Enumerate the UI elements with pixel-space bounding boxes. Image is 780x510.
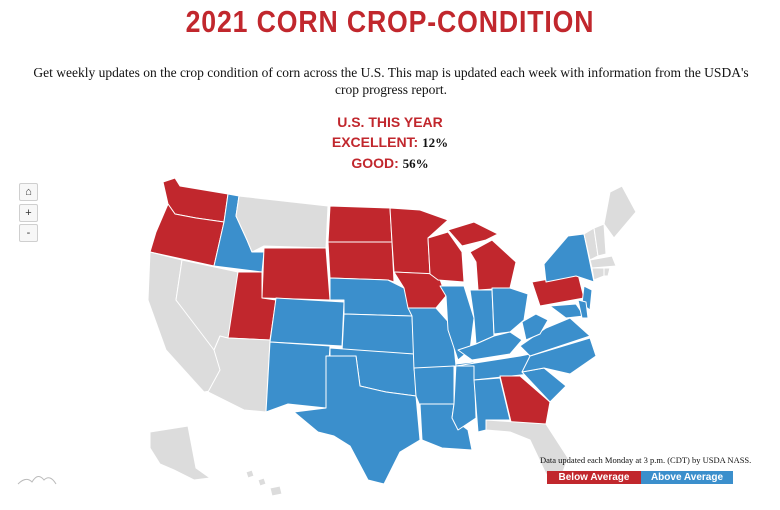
state-de[interactable]	[577, 299, 589, 319]
state-oh[interactable]	[491, 287, 529, 335]
good-label: GOOD:	[351, 155, 399, 171]
excellent-row: EXCELLENT: 12%	[0, 132, 780, 153]
page-title: 2021 CORN CROP-CONDITION	[185, 4, 595, 39]
state-hi[interactable]	[245, 469, 283, 497]
update-note: Data updated each Monday at 3 p.m. (CDT)…	[540, 455, 752, 465]
state-nc[interactable]	[521, 337, 597, 375]
state-ky[interactable]	[457, 331, 523, 361]
state-az[interactable]	[207, 335, 271, 413]
state-ny[interactable]	[543, 233, 595, 283]
state-nd[interactable]	[327, 205, 393, 243]
state-ma[interactable]	[589, 255, 617, 269]
state-sd[interactable]	[327, 241, 395, 283]
state-shapes	[147, 177, 637, 497]
summary-heading: U.S. THIS YEAR	[337, 114, 443, 130]
state-il[interactable]	[439, 285, 475, 361]
state-wi[interactable]	[427, 231, 465, 283]
good-row: GOOD: 56%	[0, 153, 780, 174]
state-in[interactable]	[469, 289, 495, 345]
state-mt[interactable]	[235, 195, 329, 253]
state-ar[interactable]	[413, 365, 455, 407]
legend-below-average: Below Average	[547, 471, 641, 484]
good-value: 56%	[402, 156, 429, 171]
state-co[interactable]	[269, 297, 345, 347]
zoom-in-button[interactable]: +	[19, 204, 38, 222]
state-wv[interactable]	[521, 313, 549, 341]
state-tx[interactable]	[293, 355, 421, 485]
legend-above-average: Above Average	[641, 471, 733, 484]
state-wy[interactable]	[261, 247, 331, 301]
state-ak[interactable]	[149, 425, 211, 481]
state-ga[interactable]	[499, 375, 551, 427]
excellent-value: 12%	[422, 135, 449, 150]
home-button[interactable]: ⌂	[19, 183, 38, 201]
legend: Below Average Above Average	[547, 471, 733, 484]
state-nm[interactable]	[265, 341, 331, 413]
corner-sketch	[17, 476, 57, 485]
zoom-out-button[interactable]: -	[19, 224, 38, 242]
state-fl[interactable]	[485, 419, 569, 481]
state-ct[interactable]	[591, 267, 605, 281]
state-ks[interactable]	[341, 313, 415, 355]
state-ms[interactable]	[451, 361, 477, 431]
state-nh[interactable]	[593, 223, 607, 257]
page-description: Get weekly updates on the crop condition…	[33, 65, 749, 97]
state-me[interactable]	[603, 185, 637, 239]
excellent-label: EXCELLENT:	[331, 134, 419, 150]
state-ri[interactable]	[603, 267, 611, 277]
us-summary: U.S. THIS YEAR EXCELLENT: 12% GOOD: 56%	[0, 112, 780, 174]
